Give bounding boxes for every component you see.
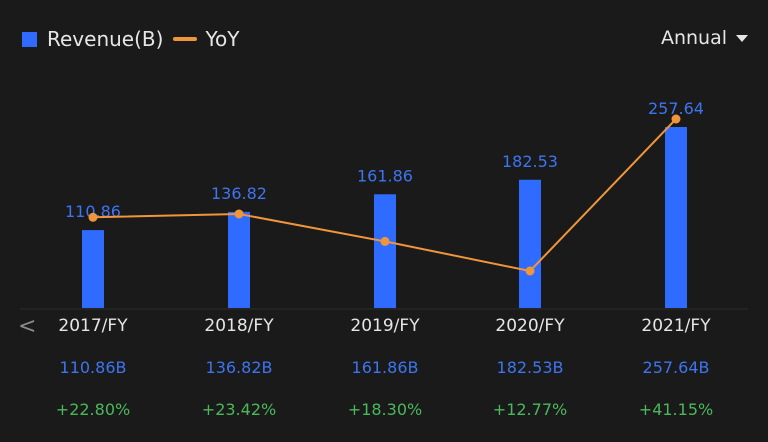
year-label: 2017/FY [58, 316, 128, 336]
year-label: 2019/FY [350, 316, 420, 336]
yoy-legend-swatch [173, 37, 198, 41]
period-selector[interactable]: Annual [661, 27, 748, 49]
yoy-value: +41.15% [638, 400, 714, 419]
revenue-value: 257.64B [642, 358, 710, 377]
yoy-point[interactable] [525, 266, 535, 276]
revenue-values-row: 110.86B 136.82B 161.86B 182.53B 257.64B [0, 358, 768, 382]
bar-value-label: 257.64 [648, 99, 704, 118]
year-label: 2020/FY [495, 316, 565, 336]
revenue-value: 182.53B [496, 358, 564, 377]
yoy-value: +12.77% [492, 400, 568, 419]
revenue-legend-label: Revenue(B) [47, 27, 164, 51]
yoy-legend-label: YoY [205, 27, 240, 51]
revenue-bar[interactable] [665, 127, 687, 308]
revenue-bar[interactable] [228, 211, 250, 308]
year-label: 2021/FY [641, 316, 711, 336]
period-selected-label: Annual [660, 27, 727, 49]
bar-value-label: 136.82 [211, 184, 267, 203]
yoy-point[interactable] [671, 114, 681, 124]
yoy-point[interactable] [234, 209, 244, 219]
bar-value-label: 161.86 [357, 166, 413, 185]
yoy-point[interactable] [88, 212, 98, 222]
yoy-value: +23.42% [201, 400, 277, 419]
revenue-value: 136.82B [205, 358, 273, 377]
yoy-point[interactable] [380, 236, 390, 246]
year-label: 2018/FY [204, 316, 274, 336]
bar-value-label: 182.53 [502, 152, 558, 171]
revenue-bar[interactable] [519, 179, 541, 308]
yoy-values-row: +22.80% +23.42% +18.30% +12.77% +41.15% [0, 400, 768, 424]
yoy-value: +22.80% [55, 400, 131, 419]
year-labels-row: 2017/FY 2018/FY 2019/FY 2020/FY 2021/FY [0, 316, 768, 340]
revenue-value: 161.86B [351, 358, 419, 377]
caret-down-icon [736, 34, 748, 42]
revenue-bar[interactable] [374, 194, 396, 308]
chevron-left-icon[interactable]: < [18, 314, 37, 339]
revenue-legend-swatch [22, 31, 37, 47]
chart-legend: Revenue(B) YoY [22, 27, 239, 51]
revenue-bar[interactable] [82, 230, 104, 308]
yoy-value: +18.30% [347, 400, 423, 419]
revenue-value: 110.86B [59, 358, 127, 377]
